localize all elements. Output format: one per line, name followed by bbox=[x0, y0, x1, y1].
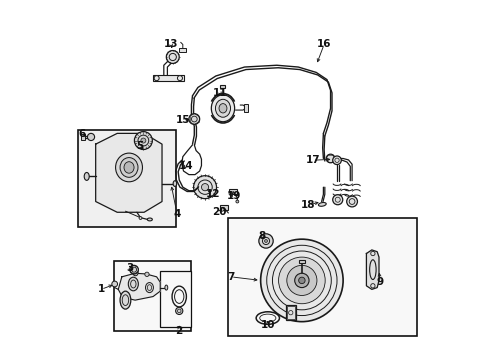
Circle shape bbox=[278, 257, 325, 304]
Bar bbox=[78, 130, 176, 226]
Circle shape bbox=[286, 265, 316, 296]
Bar bbox=[160, 271, 190, 327]
Text: 8: 8 bbox=[258, 231, 265, 240]
Circle shape bbox=[129, 265, 138, 274]
Bar bbox=[179, 48, 186, 52]
Text: 16: 16 bbox=[316, 40, 331, 49]
Text: 2: 2 bbox=[175, 325, 183, 336]
Circle shape bbox=[175, 307, 183, 315]
Text: 6: 6 bbox=[79, 129, 86, 139]
Circle shape bbox=[346, 196, 357, 207]
Text: 12: 12 bbox=[205, 189, 220, 199]
Text: 3: 3 bbox=[126, 263, 133, 273]
Text: 14: 14 bbox=[178, 161, 193, 171]
Circle shape bbox=[193, 176, 216, 199]
Ellipse shape bbox=[120, 291, 131, 309]
Ellipse shape bbox=[211, 95, 234, 122]
Circle shape bbox=[258, 234, 273, 248]
Circle shape bbox=[133, 271, 138, 276]
Circle shape bbox=[177, 76, 182, 81]
Text: 17: 17 bbox=[305, 155, 319, 165]
Circle shape bbox=[141, 138, 145, 143]
Text: 13: 13 bbox=[163, 40, 178, 49]
Text: 11: 11 bbox=[212, 88, 227, 98]
Circle shape bbox=[154, 76, 159, 81]
Ellipse shape bbox=[219, 104, 226, 113]
Bar bbox=[153, 75, 183, 81]
Bar bbox=[298, 260, 305, 263]
Ellipse shape bbox=[115, 153, 142, 182]
Ellipse shape bbox=[84, 172, 89, 180]
Circle shape bbox=[220, 208, 224, 211]
Polygon shape bbox=[366, 250, 378, 289]
Polygon shape bbox=[96, 134, 162, 212]
Text: 9: 9 bbox=[376, 277, 383, 287]
Text: 19: 19 bbox=[226, 191, 241, 201]
Ellipse shape bbox=[120, 158, 138, 177]
Text: 18: 18 bbox=[301, 200, 315, 210]
Circle shape bbox=[332, 156, 341, 165]
Bar bbox=[220, 206, 227, 211]
Circle shape bbox=[134, 132, 152, 149]
Text: 15: 15 bbox=[175, 115, 190, 125]
Bar bbox=[220, 85, 225, 88]
Circle shape bbox=[166, 50, 179, 63]
Bar bbox=[228, 218, 416, 336]
Circle shape bbox=[332, 195, 342, 205]
Text: 5: 5 bbox=[136, 141, 143, 151]
Text: 1: 1 bbox=[97, 284, 104, 294]
Circle shape bbox=[264, 239, 267, 242]
Ellipse shape bbox=[164, 285, 167, 290]
Ellipse shape bbox=[124, 162, 134, 173]
Circle shape bbox=[188, 114, 199, 125]
Circle shape bbox=[260, 239, 343, 321]
Text: 4: 4 bbox=[173, 209, 181, 219]
Circle shape bbox=[294, 273, 308, 288]
Ellipse shape bbox=[128, 277, 138, 291]
Bar bbox=[81, 134, 84, 140]
Ellipse shape bbox=[145, 283, 153, 293]
Circle shape bbox=[325, 154, 334, 163]
Text: 10: 10 bbox=[260, 320, 274, 330]
Circle shape bbox=[235, 200, 238, 203]
Bar bbox=[285, 305, 295, 320]
Ellipse shape bbox=[215, 99, 230, 117]
Bar bbox=[286, 306, 294, 319]
Circle shape bbox=[144, 272, 149, 276]
Circle shape bbox=[201, 184, 208, 191]
Bar bbox=[228, 189, 236, 194]
Circle shape bbox=[87, 134, 94, 140]
Circle shape bbox=[112, 281, 117, 287]
Ellipse shape bbox=[173, 181, 176, 186]
Circle shape bbox=[139, 217, 142, 220]
Text: 7: 7 bbox=[227, 272, 234, 282]
Text: 20: 20 bbox=[212, 207, 226, 217]
Bar bbox=[244, 104, 247, 112]
Circle shape bbox=[298, 277, 305, 284]
Ellipse shape bbox=[318, 202, 325, 206]
Polygon shape bbox=[118, 273, 160, 300]
Bar bbox=[113, 261, 190, 330]
Ellipse shape bbox=[147, 218, 152, 221]
Circle shape bbox=[228, 192, 232, 195]
